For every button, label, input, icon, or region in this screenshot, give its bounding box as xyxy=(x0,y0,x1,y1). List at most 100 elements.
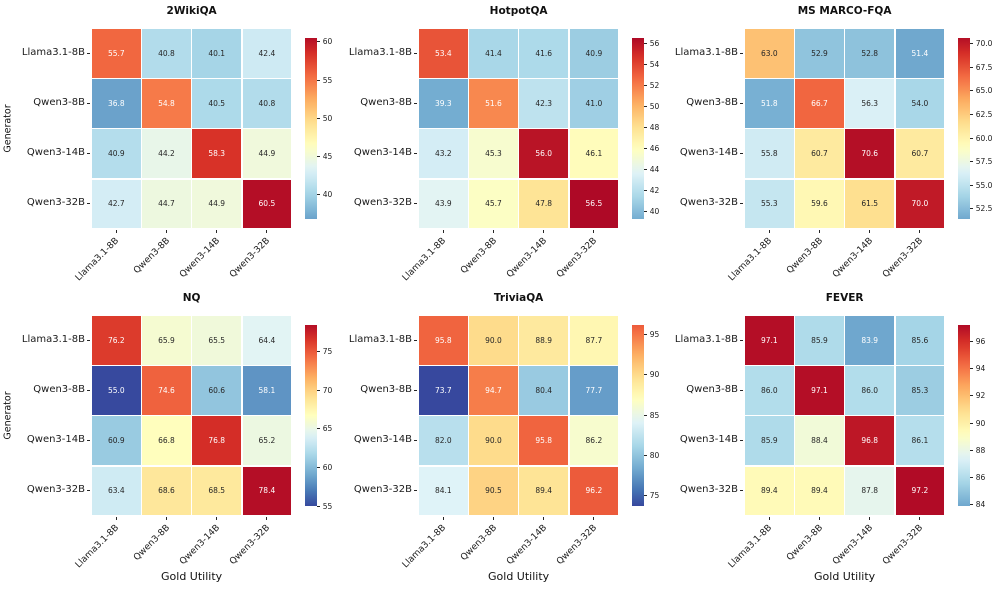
colorbar-tick-mark xyxy=(969,422,974,424)
colorbar-tick-mark xyxy=(969,161,974,163)
cell-value: 43.9 xyxy=(434,199,452,209)
cell-value: 89.4 xyxy=(760,486,778,496)
cell-value: 44.7 xyxy=(158,199,175,209)
heatmap-cell: 39.3 xyxy=(419,79,468,128)
cell-value: 70.0 xyxy=(911,199,929,209)
cell-value: 65.2 xyxy=(258,436,276,446)
colorbar xyxy=(305,38,317,220)
cell-value: 82.0 xyxy=(434,436,452,446)
y-tick-mark xyxy=(739,339,743,341)
colorbar-tick-label: 50 xyxy=(322,113,333,123)
heatmap-cell: 96.8 xyxy=(845,416,894,465)
x-tick-mark xyxy=(166,229,167,234)
heatmap-cell: 63.4 xyxy=(92,466,141,516)
heatmap-cell: 95.8 xyxy=(519,416,568,465)
colorbar xyxy=(958,325,970,507)
y-tick-mark xyxy=(413,490,417,492)
cell-value: 46.1 xyxy=(585,149,603,159)
y-tick-label: Qwen3-32B xyxy=(26,197,85,209)
cell-value: 78.4 xyxy=(258,486,276,496)
colorbar-tick-label: 70 xyxy=(322,385,333,395)
heatmap-cell: 94.7 xyxy=(469,366,518,415)
x-tick-mark xyxy=(819,229,820,234)
colorbar-tick-label: 92 xyxy=(975,391,986,401)
colorbar-tick-label: 65 xyxy=(322,424,333,434)
colorbar-tick-mark xyxy=(969,340,974,342)
heatmap-cell: 55.3 xyxy=(745,179,794,229)
x-axis-label: Gold Utility xyxy=(161,570,223,584)
y-axis-label: Generator xyxy=(2,103,14,153)
y-tick-mark xyxy=(86,153,90,155)
cell-value: 66.8 xyxy=(158,436,175,446)
heatmap-cell: 60.5 xyxy=(242,179,292,229)
heatmap-cell: 65.2 xyxy=(242,416,292,465)
cell-value: 97.1 xyxy=(760,335,778,345)
cell-value: 39.3 xyxy=(434,98,452,108)
colorbar-tick-mark xyxy=(643,148,648,150)
cell-value: 51.6 xyxy=(485,98,502,108)
cell-value: 55.7 xyxy=(107,48,125,58)
heatmap-cell: 86.2 xyxy=(569,416,619,465)
heatmap-cell: 45.7 xyxy=(469,179,518,229)
y-tick-mark xyxy=(413,203,417,205)
y-tick-mark xyxy=(86,490,90,492)
heatmap-cell: 55.7 xyxy=(92,29,141,78)
heatmap-cell: 56.0 xyxy=(519,129,568,178)
heatmap-cell: 58.1 xyxy=(242,366,292,415)
cell-value: 52.9 xyxy=(811,48,828,58)
y-tick-mark xyxy=(739,52,743,54)
y-tick-mark xyxy=(86,203,90,205)
colorbar-tick-label: 50 xyxy=(649,101,660,111)
colorbar-tick-label: 75 xyxy=(649,491,660,501)
x-tick-mark xyxy=(869,229,871,234)
heatmap-cell: 60.7 xyxy=(895,129,945,178)
colorbar-tick-mark xyxy=(643,190,648,192)
heatmap-cell: 65.9 xyxy=(142,316,191,365)
colorbar-tick-label: 67.5 xyxy=(975,62,993,72)
colorbar-tick-label: 55 xyxy=(322,75,333,85)
cell-value: 63.4 xyxy=(107,486,125,496)
heatmap-cell: 43.2 xyxy=(419,129,468,178)
panel-title: TriviaQA xyxy=(493,292,544,304)
y-tick-label: Qwen3-32B xyxy=(679,484,738,496)
heatmap-cell: 43.9 xyxy=(419,179,468,229)
heatmap-cell: 86.0 xyxy=(845,366,894,415)
heatmap-cell: 42.4 xyxy=(242,29,292,78)
colorbar-tick-mark xyxy=(316,41,321,43)
cell-value: 55.3 xyxy=(760,199,778,209)
heatmap-cell: 88.4 xyxy=(795,416,844,465)
cell-value: 88.4 xyxy=(811,436,828,446)
cell-value: 44.2 xyxy=(158,149,175,159)
x-tick-mark xyxy=(266,516,268,521)
x-tick-mark xyxy=(869,516,871,521)
colorbar-tick-mark xyxy=(969,208,974,210)
y-tick-label: Llama3.1-8B xyxy=(21,46,85,58)
cell-value: 43.2 xyxy=(434,149,452,159)
heatmap-cell: 42.7 xyxy=(92,179,141,229)
heatmap-cell: 86.1 xyxy=(895,416,945,465)
heatmap-cell: 44.2 xyxy=(142,129,191,178)
colorbar-tick-mark xyxy=(969,449,974,451)
x-tick-mark xyxy=(593,229,595,234)
cell-value: 58.3 xyxy=(208,149,226,159)
heatmap-cell: 70.6 xyxy=(845,129,894,178)
cell-value: 73.7 xyxy=(434,385,452,395)
heatmap-cell: 58.3 xyxy=(192,129,241,178)
cell-value: 45.3 xyxy=(485,149,502,159)
heatmap-cell: 64.4 xyxy=(242,316,292,365)
x-tick-mark xyxy=(543,516,545,521)
colorbar-tick-label: 70.0 xyxy=(975,39,993,49)
colorbar-tick-label: 75 xyxy=(322,346,333,356)
colorbar-tick-mark xyxy=(643,127,648,129)
y-tick-mark xyxy=(413,390,417,391)
cell-value: 56.3 xyxy=(861,98,879,108)
colorbar-tick-label: 54 xyxy=(649,59,660,69)
cell-value: 47.8 xyxy=(535,199,553,209)
y-tick-label: Qwen3-14B xyxy=(679,434,738,446)
heatmap-cell: 60.7 xyxy=(795,129,844,178)
heatmap-cell: 51.4 xyxy=(895,29,945,78)
colorbar-tick-label: 94 xyxy=(975,364,986,374)
heatmap-cell: 74.6 xyxy=(142,366,191,415)
colorbar-tick-mark xyxy=(969,477,974,479)
colorbar-tick-mark xyxy=(643,454,648,456)
